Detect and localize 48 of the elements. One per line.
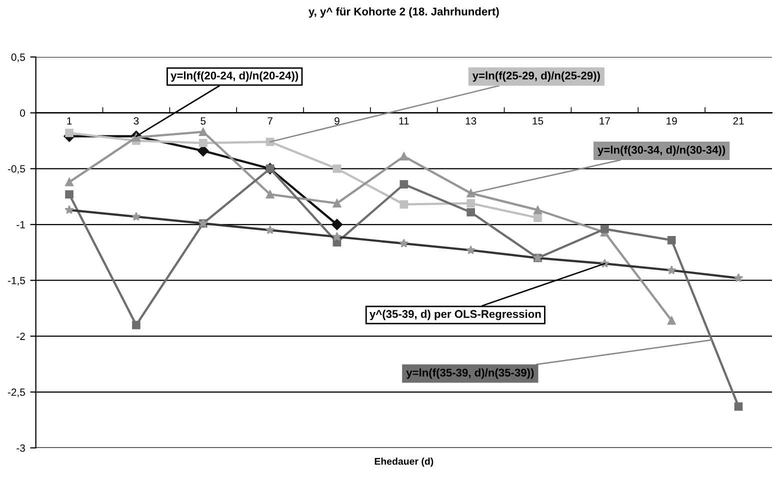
point [65,190,74,199]
point [466,199,475,208]
point [332,199,342,208]
y-tick-label: -1 [16,221,25,228]
x-tick-label: 1 [67,117,72,125]
point [534,206,542,214]
y-tick-label: 0,5 [11,54,25,62]
y-tick-label: -0,5 [8,165,25,174]
y-tick-label: -1,5 [8,276,25,286]
text: y=ln(f(35-39, d)/n(35-39)) [406,368,534,379]
x-tick-label: 19 [666,117,677,125]
point [65,178,74,186]
x-tick-label: 9 [334,117,340,125]
point [332,164,342,173]
point [198,128,208,136]
point [400,180,408,188]
text: y^(35-39, d) per OLS-Regression [370,310,541,320]
x-tick-label: 3 [134,117,139,125]
point [734,402,743,411]
point [466,208,475,216]
x-tick-label: 11 [399,117,409,125]
x-tick-label: 15 [532,117,544,125]
point [198,138,208,148]
y-tick-label: 0 [20,109,26,117]
point [400,200,408,209]
text: y=ln(f(30-34, d)/n(30-34)) [598,146,726,156]
x-tick-label: 5 [200,117,206,125]
x-tick-label: 17 [600,117,610,125]
point [266,190,274,199]
point [400,152,408,161]
x-tick-label: 21 [733,117,744,125]
text: y=ln(f(20-24, d)/n(20-24)) [170,71,298,82]
point [534,214,542,222]
point [331,218,343,230]
x-tick-label: 7 [268,117,272,125]
point [667,316,676,325]
y-tick-label: -3 [16,444,25,452]
point [667,236,676,244]
x-tick-label: 13 [466,117,476,125]
point [65,128,74,138]
point [600,224,609,234]
point [132,320,140,330]
y-tick-label: -2,5 [8,388,25,398]
y-tick-label: -2 [16,332,25,340]
x-axis-title: Ehedauer (d) [374,458,434,467]
point [132,133,140,142]
text: y=ln(f(25-29, d)/n(25-29)) [472,71,600,82]
chart-title: y, y^ für Kohorte 2 (18. Jahrhundert) [308,7,499,18]
